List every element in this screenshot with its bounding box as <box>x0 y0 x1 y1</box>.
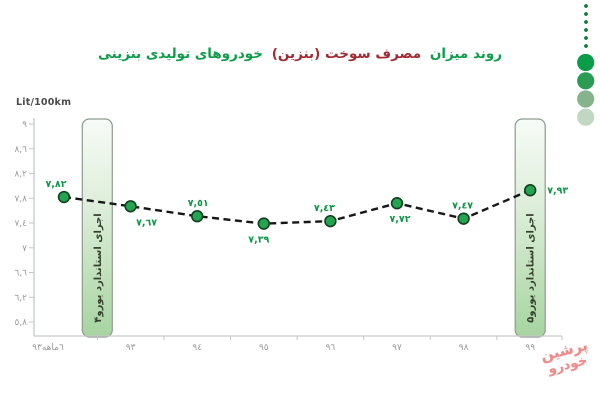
x-tick-label: ٩٨ <box>459 343 469 353</box>
decorative-circle <box>577 90 595 108</box>
x-tick-label: ٩٦ <box>326 343 336 353</box>
data-point-value-label: ٧,٧٢ <box>389 214 410 225</box>
decorative-dots <box>577 4 595 126</box>
x-tick-label: ٦ماهه٩٣ <box>32 343 64 353</box>
x-tick-label: ٩٣ <box>126 343 136 353</box>
y-tick-label: ٦,٦ <box>14 269 27 279</box>
y-tick-label: ٥,٨ <box>14 318 27 328</box>
data-point-marker <box>523 184 537 197</box>
data-point-value-label: ٧,٥١ <box>188 198 209 209</box>
title-part-1: روند میزان <box>429 46 502 62</box>
fuel-consumption-dashed-line <box>63 189 531 225</box>
decorative-small-dot <box>584 4 588 8</box>
standard-annotation-label-1: اجرای استاندارد یورو۴ <box>93 213 104 322</box>
data-point-value-label: ٧,٣٩ <box>248 235 269 246</box>
data-point-marker <box>390 197 404 210</box>
y-tick-label: ٨,٦ <box>14 145 27 155</box>
decorative-small-dot <box>584 36 588 40</box>
data-point-marker <box>257 217 270 230</box>
data-point-marker <box>324 214 337 228</box>
y-tick-label: ٧,٨ <box>14 194 27 204</box>
chart-title: روند میزان مصرف سوخت (بنزین) خودروهای تو… <box>0 46 600 62</box>
decorative-small-dot <box>584 28 588 32</box>
decorative-circle <box>577 72 595 90</box>
data-point-value-label: ٧,٨٢ <box>45 179 66 190</box>
decorative-small-dot <box>584 44 588 48</box>
y-tick-label: ٩ <box>22 120 27 130</box>
data-point-marker <box>124 200 137 213</box>
x-tick-label: ٩٩ <box>525 343 535 353</box>
decorative-small-dot <box>584 12 588 16</box>
standard-annotation-label-2: اجرای استاندارد یورو۵ <box>526 213 537 322</box>
y-tick-label: ٦,٢ <box>14 293 27 303</box>
title-part-2: مصرف سوخت (بنزین) <box>271 46 422 62</box>
data-point-marker <box>191 209 204 223</box>
data-point-value-label: ٧,٩٣ <box>547 186 568 197</box>
standard-annotation-bar-2 <box>514 118 546 338</box>
x-tick-label: ٩٥ <box>259 343 269 353</box>
data-point-marker <box>57 190 71 204</box>
data-point-value-label: ٧,٤٣ <box>314 203 335 214</box>
y-tick-label: ٧,٤ <box>14 219 27 229</box>
title-part-3: خودروهای تولیدی بنزینی <box>98 46 263 62</box>
y-axis-unit-label: Lit/100km <box>16 97 72 108</box>
x-tick-label: ٩٧ <box>392 343 402 353</box>
x-tick-label: ٩٤ <box>192 343 202 353</box>
data-point-value-label: ٧,٤٧ <box>452 201 473 212</box>
decorative-circle <box>577 108 595 126</box>
decorative-small-dot <box>584 20 588 24</box>
y-tick-label: ٨,٢ <box>14 170 27 180</box>
y-tick-label: ٧ <box>22 244 27 254</box>
data-point-value-label: ٧,٦٧ <box>136 217 157 228</box>
data-point-marker <box>457 212 470 225</box>
decorative-circle <box>577 53 595 72</box>
